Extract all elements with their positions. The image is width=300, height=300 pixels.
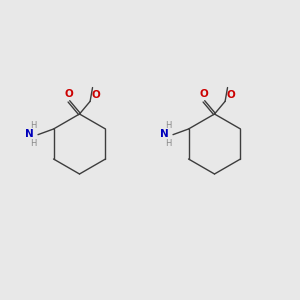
Text: H: H xyxy=(30,121,37,130)
Text: H: H xyxy=(165,139,172,148)
Text: O: O xyxy=(226,90,236,100)
Text: N: N xyxy=(160,129,169,139)
Text: O: O xyxy=(200,89,208,99)
Text: H: H xyxy=(165,121,172,130)
Text: H: H xyxy=(30,139,37,148)
Text: O: O xyxy=(92,90,100,100)
Text: O: O xyxy=(64,89,73,99)
Text: N: N xyxy=(26,129,34,139)
